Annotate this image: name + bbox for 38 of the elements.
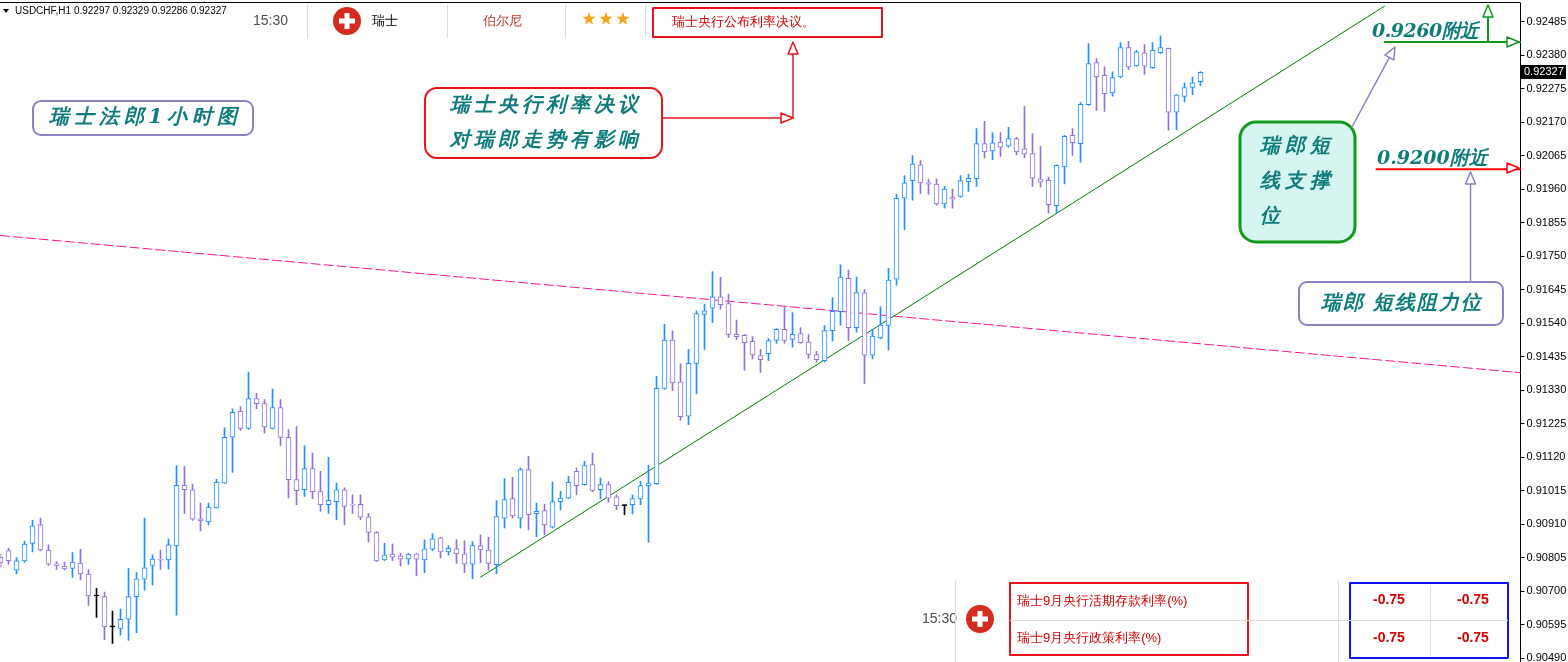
- y-tick-label: 0.91645: [1526, 282, 1567, 295]
- y-tick-label: 0.92065: [1526, 148, 1567, 161]
- annotation: 0.9200附近: [1377, 146, 1490, 169]
- y-tick-label: 0.91330: [1526, 383, 1567, 396]
- annotation: 瑞士法郎1小时图: [47, 104, 243, 129]
- y-tick-label: 0.90490: [1526, 651, 1567, 662]
- annotation: 瑞士央行公布利率决议。: [672, 13, 815, 29]
- annotation: 瑞郎 短线阻力位: [1319, 289, 1484, 314]
- y-tick-label: 0.92380: [1526, 48, 1567, 61]
- y-tick-label: 0.91120: [1526, 450, 1566, 463]
- annotation: -0.75: [1373, 590, 1406, 607]
- annotation: 瑞士央行利率决议对瑞郎走势有影响: [448, 91, 642, 151]
- annotation: 伯尔尼: [482, 12, 522, 28]
- annotation: 瑞郎短线支撑位: [1259, 133, 1335, 228]
- y-tick-label: 0.91960: [1526, 182, 1567, 195]
- y-tick-label: 0.91855: [1526, 215, 1567, 228]
- y-tick-label: 0.91435: [1526, 349, 1567, 362]
- y-tick-label: 0.92275: [1526, 81, 1567, 94]
- annotation: 15:30: [253, 11, 289, 28]
- text: 0.92327: [1524, 65, 1564, 78]
- annotation: 瑞士9月央行活期存款利率(%): [1017, 592, 1188, 608]
- y-tick-label: 0.91750: [1526, 249, 1567, 262]
- chart-title: USDCHF,H1 0.92297 0.92329 0.92286 0.92327: [15, 4, 228, 16]
- annotation: -0.75: [1373, 628, 1406, 645]
- y-tick-label: 0.92170: [1526, 115, 1567, 128]
- y-tick-label: 0.91015: [1526, 483, 1567, 496]
- annotation: 瑞士: [372, 12, 398, 28]
- y-tick-label: 0.90910: [1526, 517, 1567, 530]
- y-tick-label: 0.90595: [1526, 617, 1567, 630]
- annotation: 瑞士9月央行政策利率(%): [1017, 629, 1162, 645]
- annotation: -0.75: [1457, 590, 1490, 607]
- y-tick-label: 0.92485: [1526, 14, 1567, 27]
- annotation: -0.75: [1457, 628, 1490, 645]
- y-tick-label: 0.90700: [1526, 584, 1567, 597]
- y-tick-label: 0.91225: [1526, 416, 1567, 429]
- y-tick-label: 0.91540: [1526, 316, 1567, 329]
- annotation: 0.9260附近: [1372, 18, 1482, 41]
- y-tick-label: 0.90805: [1526, 550, 1567, 563]
